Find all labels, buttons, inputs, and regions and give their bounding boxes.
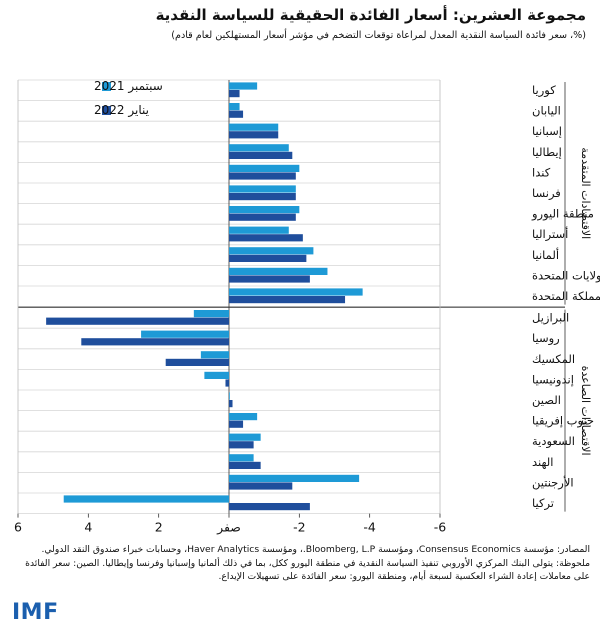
bar-jan2022-الأرجنتين bbox=[229, 482, 293, 490]
category-label: الصين bbox=[532, 393, 561, 408]
bar-sep2021-ألمانيا bbox=[229, 247, 314, 255]
category-label: كوريا bbox=[532, 83, 556, 98]
bar-jan2022-المكسيك bbox=[165, 358, 229, 366]
bar-sep2021-الصين bbox=[229, 392, 230, 400]
bar-jan2022-أستراليا bbox=[229, 234, 303, 242]
bar-jan2022-روسيا bbox=[81, 338, 229, 346]
category-label: السعودية bbox=[532, 434, 575, 449]
x-tick-label: 2 bbox=[155, 520, 163, 535]
bar-sep2021-فرنسا bbox=[229, 185, 296, 193]
bar-jan2022-الصين bbox=[229, 400, 233, 408]
legend-swatch-jan2022 bbox=[102, 106, 111, 115]
category-label: المملكة المتحدة bbox=[532, 289, 600, 303]
bar-sep2021-كوريا bbox=[229, 82, 258, 90]
bar-jan2022-إسبانيا bbox=[229, 131, 279, 139]
bar-sep2021-الولايات المتحدة bbox=[229, 267, 328, 275]
sources-note: المصادر: مؤسسة Consensus Economics، ومؤس… bbox=[41, 544, 590, 555]
category-label: فرنسا bbox=[532, 186, 561, 201]
bar-jan2022-السعودية bbox=[229, 441, 254, 449]
bar-jan2022-اليابان bbox=[229, 110, 244, 118]
bar-jan2022-الهند bbox=[229, 461, 261, 469]
category-label: تركيا bbox=[532, 496, 554, 511]
category-label: المكسيك bbox=[532, 352, 575, 366]
category-label: إندونيسيا bbox=[532, 372, 574, 387]
bar-sep2021-تركيا bbox=[63, 495, 229, 503]
bar-sep2021-البرازيل bbox=[193, 310, 229, 318]
legend-label: سبتمبر 2021 bbox=[94, 79, 163, 94]
bar-jan2022-منطقة اليورو bbox=[229, 213, 296, 221]
category-label: الولايات المتحدة bbox=[532, 268, 600, 283]
x-tick-label: -2 bbox=[293, 520, 305, 535]
bar-jan2022-المملكة المتحدة bbox=[229, 296, 346, 304]
category-label: اليابان bbox=[532, 104, 561, 118]
chart-notes: المصادر: مؤسسة Consensus Economics، ومؤس… bbox=[10, 543, 590, 584]
bar-sep2021-المكسيك bbox=[200, 351, 229, 359]
category-label: الهند bbox=[532, 455, 554, 469]
legend-swatch-sep2021 bbox=[102, 82, 111, 91]
x-tick-label: -4 bbox=[363, 520, 376, 535]
bar-sep2021-الأرجنتين bbox=[229, 474, 360, 482]
methodology-note: ملحوظة: يتولى البنك المركزي الأوروبي تنف… bbox=[25, 557, 590, 583]
bar-sep2021-اليابان bbox=[229, 103, 240, 111]
group-label: الاقتصادات الصاعدة bbox=[579, 366, 592, 456]
bar-sep2021-منطقة اليورو bbox=[229, 206, 300, 214]
x-tick-label: 6 bbox=[14, 520, 22, 535]
group-label: الاقتصادات المتقدمة bbox=[579, 147, 592, 239]
bar-sep2021-جنوب إفريقيا bbox=[229, 413, 258, 421]
bar-jan2022-كندا bbox=[229, 172, 296, 180]
bar-jan2022-تركيا bbox=[229, 503, 310, 511]
category-label: منطقة اليورو bbox=[531, 207, 594, 222]
imf-logo: IMF bbox=[12, 600, 59, 625]
category-label: البرازيل bbox=[532, 311, 569, 326]
bar-jan2022-البرازيل bbox=[46, 317, 230, 325]
bar-sep2021-روسيا bbox=[141, 330, 229, 338]
legend-label: يناير 2022 bbox=[94, 103, 149, 118]
category-label: روسيا bbox=[532, 331, 560, 346]
bar-chart: كوريا اليابان إسبانيا إيطاليا كندا فرنسا منطقة… bbox=[14, 79, 600, 536]
category-label: إسبانيا bbox=[532, 124, 562, 138]
bar-jan2022-إيطاليا bbox=[229, 151, 293, 159]
bar-sep2021-إيطاليا bbox=[229, 144, 289, 152]
bar-sep2021-المملكة المتحدة bbox=[229, 288, 363, 296]
bar-sep2021-الهند bbox=[229, 454, 254, 462]
bar-jan2022-ألمانيا bbox=[229, 254, 307, 262]
bar-jan2022-كوريا bbox=[229, 90, 240, 98]
x-tick-label: -6 bbox=[434, 520, 447, 535]
category-label: الأرجنتين bbox=[532, 475, 574, 490]
bar-sep2021-إندونيسيا bbox=[204, 371, 229, 379]
x-tick-label: 4 bbox=[84, 520, 92, 535]
bar-sep2021-السعودية bbox=[229, 433, 261, 441]
bar-jan2022-إندونيسيا bbox=[225, 379, 229, 387]
x-tick-label: صفر bbox=[216, 520, 241, 536]
bar-sep2021-إسبانيا bbox=[229, 123, 279, 131]
bar-jan2022-جنوب إفريقيا bbox=[229, 420, 244, 428]
chart-subtitle: (%، سعر فائدة السياسة النقدية المعدل لمر… bbox=[171, 30, 586, 41]
bar-sep2021-أستراليا bbox=[229, 226, 289, 234]
category-label: جنوب إفريقيا bbox=[532, 414, 594, 429]
category-label: ألمانيا bbox=[532, 247, 559, 262]
bar-jan2022-الولايات المتحدة bbox=[229, 275, 310, 283]
bar-jan2022-فرنسا bbox=[229, 193, 296, 201]
bar-sep2021-كندا bbox=[229, 164, 300, 172]
category-label: كندا bbox=[532, 165, 551, 179]
category-label: أستراليا bbox=[532, 226, 568, 242]
chart-title: مجموعة العشرين: أسعار الفائدة الحقيقية ل… bbox=[155, 6, 586, 24]
category-label: إيطاليا bbox=[532, 145, 562, 159]
